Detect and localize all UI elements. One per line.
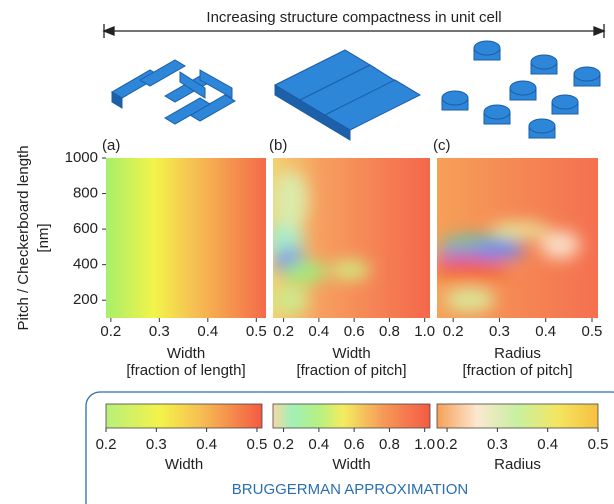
panel-label: (b): [269, 137, 287, 154]
panel-label: (c): [433, 137, 451, 154]
colorbar-tick-label: 0.2: [437, 436, 458, 453]
heatmap: [106, 158, 266, 318]
heatmap-feature: [490, 222, 550, 238]
colorbar-tick-label: 0.2: [273, 436, 294, 453]
x-tick-label: 0.5: [582, 323, 603, 340]
y-tick-label: 200: [73, 291, 98, 308]
colorbar-tick-label: 0.3: [146, 436, 167, 453]
heatmap-feature: [272, 170, 308, 230]
colorbar: [106, 404, 262, 428]
x-axis-label: [fraction of pitch]: [296, 362, 406, 379]
heatmap-feature: [272, 286, 308, 314]
footer: BRUGGERMAN APPROXIMATION: [232, 481, 468, 498]
colorbar-tick-label: 1.0: [414, 436, 435, 453]
colorbar-tick-label: 0.3: [487, 436, 508, 453]
colorbar-label: Width: [332, 456, 370, 473]
x-tick-label: 0.8: [379, 323, 400, 340]
y-tick-label: 400: [73, 256, 98, 273]
heatmap-feature: [430, 260, 510, 280]
y-axis-label: Pitch / Checkerboard length: [15, 145, 32, 330]
x-axis-label: [fraction of length]: [126, 362, 245, 379]
colorbar-tick-label: 0.4: [308, 436, 329, 453]
y-tick-label: 600: [73, 220, 98, 237]
colorbar-tick-label: 0.2: [96, 436, 117, 453]
x-tick-label: 1.0: [414, 323, 435, 340]
colorbar-tick-label: 0.5: [588, 436, 609, 453]
y-tick-label: 800: [73, 185, 98, 202]
colorbar-label: Width: [165, 456, 203, 473]
colorbar-label: Radius: [494, 456, 541, 473]
x-tick-label: 0.3: [489, 323, 510, 340]
x-axis-label: [fraction of pitch]: [462, 362, 572, 379]
x-tick-label: 0.4: [308, 323, 329, 340]
colorbar: [273, 404, 430, 428]
x-tick-label: 0.5: [246, 323, 267, 340]
heatmap-feature: [540, 231, 580, 259]
compactness-arrow: [104, 24, 604, 38]
figure: Increasing structure compactness in unit…: [0, 0, 614, 504]
x-tick-label: 0.2: [273, 323, 294, 340]
x-tick-label: 0.4: [197, 323, 218, 340]
x-axis-label: Width: [167, 345, 205, 362]
structure-icon-mesh: [275, 50, 420, 140]
header: Increasing structure compactness in unit…: [206, 9, 501, 26]
colorbar-tick-label: 0.8: [379, 436, 400, 453]
heatmap-feature: [445, 288, 495, 312]
y-axis-label: [nm]: [35, 223, 52, 252]
structure-icon-bars: [112, 60, 235, 124]
x-tick-label: 0.3: [149, 323, 170, 340]
y-tick-label: 1000: [65, 149, 98, 166]
structure-icon-disks: [442, 41, 600, 138]
colorbar: [437, 404, 598, 428]
colorbar-tick-label: 0.4: [196, 436, 217, 453]
colorbar-tick-label: 0.4: [537, 436, 558, 453]
x-tick-label: 0.2: [100, 323, 121, 340]
colorbar-tick-label: 0.5: [247, 436, 268, 453]
colorbar-tick-label: 0.6: [344, 436, 365, 453]
heatmap-feature: [475, 240, 525, 260]
x-tick-label: 0.6: [344, 323, 365, 340]
x-tick-label: 0.2: [443, 323, 464, 340]
panel-label: (a): [102, 137, 120, 154]
heatmap-feature: [330, 260, 370, 280]
x-axis-label: Radius: [494, 345, 541, 362]
x-tick-label: 0.4: [535, 323, 556, 340]
x-axis-label: Width: [332, 345, 370, 362]
heatmap-feature: [283, 260, 327, 284]
